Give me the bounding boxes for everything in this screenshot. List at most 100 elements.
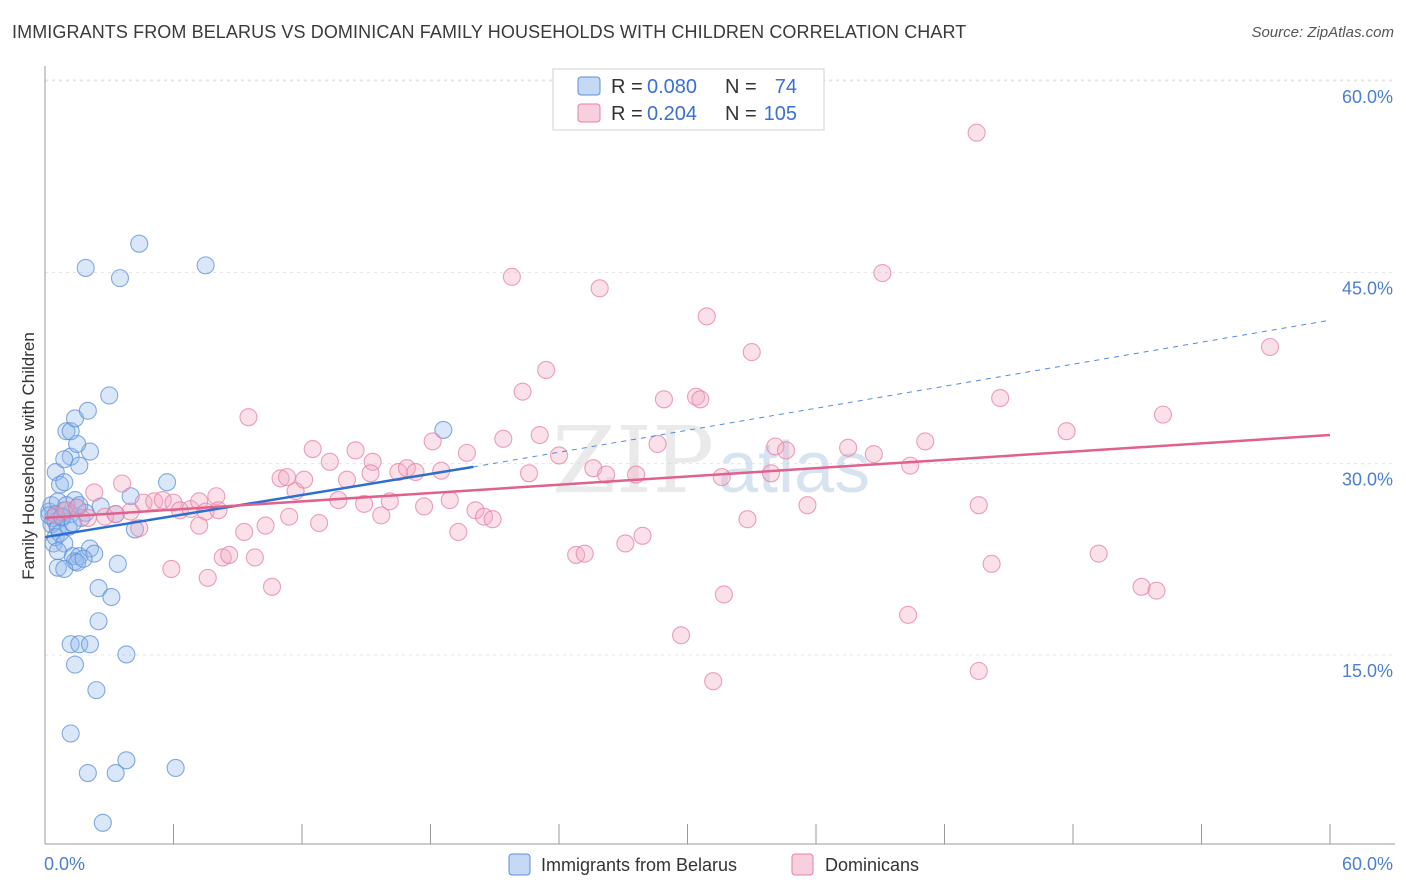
point-dominicans: [530, 425, 549, 445]
point-dominicans: [712, 468, 731, 487]
point-dominicans: [691, 390, 710, 409]
point-dominicans: [46, 506, 65, 525]
point-dominicans: [633, 526, 652, 545]
point-dominicans: [549, 446, 569, 465]
series-legend: Immigrants from Belarus Dominicans: [508, 853, 919, 876]
legend-swatch-dominicans: [577, 103, 601, 123]
x-tick-label-max: 60.0%: [1342, 854, 1393, 874]
point-belarus: [117, 751, 136, 770]
point-dominicans: [280, 507, 299, 526]
point-dominicans: [738, 510, 757, 529]
point-dominicans: [761, 464, 781, 483]
legend-n-label-2: N =: [725, 103, 757, 125]
point-dominicans: [672, 626, 691, 645]
axes: [44, 66, 1395, 845]
point-dominicans: [310, 513, 329, 533]
point-dominicans: [597, 465, 616, 484]
point-dominicans: [256, 516, 275, 535]
point-belarus: [55, 450, 74, 469]
point-dominicans: [320, 452, 339, 471]
point-dominicans: [95, 507, 115, 526]
point-dominicans: [1057, 422, 1076, 441]
x-tick-labels: 0.0% 60.0%: [44, 854, 1393, 874]
point-dominicans: [190, 516, 209, 535]
point-dominicans: [714, 585, 733, 604]
watermark-zip: ZIP: [552, 407, 714, 514]
data-points: [40, 123, 1280, 832]
legend-r-value-2: 0.204: [647, 103, 697, 125]
point-dominicans: [502, 267, 521, 286]
point-belarus: [106, 763, 125, 783]
y-axis-title: Family Households with Children: [19, 332, 38, 580]
point-dominicans: [873, 263, 892, 283]
point-dominicans: [590, 279, 609, 298]
legend-r-label-1: R =: [611, 76, 643, 98]
point-dominicans: [991, 388, 1010, 408]
point-belarus: [65, 655, 85, 674]
point-dominicans: [616, 534, 635, 553]
point-belarus: [61, 724, 80, 743]
point-belarus: [48, 542, 67, 561]
point-belarus: [158, 473, 177, 492]
point-dominicans: [239, 408, 258, 427]
gridlines: [45, 79, 1395, 656]
point-belarus: [40, 506, 59, 525]
point-belarus: [102, 587, 121, 607]
x-tick-label-min: 0.0%: [44, 854, 85, 874]
point-dominicans: [1132, 577, 1151, 596]
point-dominicans: [483, 510, 502, 529]
point-belarus: [108, 554, 127, 573]
point-dominicans: [916, 432, 935, 451]
point-belarus: [89, 579, 108, 598]
point-dominicans: [262, 577, 282, 596]
y-tick-labels: 15.0% 30.0% 45.0% 60.0%: [1342, 87, 1393, 681]
point-dominicans: [513, 382, 532, 401]
point-belarus: [434, 420, 453, 439]
point-dominicans: [575, 544, 594, 563]
point-dominicans: [766, 437, 785, 456]
point-dominicans: [245, 548, 264, 567]
point-dominicans: [969, 661, 988, 681]
point-belarus: [196, 256, 215, 275]
point-dominicans: [697, 307, 716, 326]
y-tick-label: 15.0%: [1342, 661, 1393, 681]
point-dominicans: [355, 494, 374, 513]
point-belarus: [85, 544, 104, 563]
point-dominicans: [899, 605, 918, 624]
point-dominicans: [85, 483, 104, 502]
point-dominicans: [1260, 337, 1280, 357]
point-belarus: [78, 401, 97, 420]
point-dominicans: [1153, 405, 1172, 424]
point-dominicans: [415, 497, 434, 516]
point-dominicans: [113, 474, 132, 493]
point-belarus: [80, 635, 100, 654]
point-dominicans: [372, 506, 391, 525]
point-dominicans: [162, 559, 181, 579]
point-dominicans: [423, 432, 442, 451]
point-belarus: [93, 813, 112, 832]
legend-n-value-2: 105: [764, 103, 797, 125]
point-belarus: [76, 258, 95, 277]
point-dominicans: [864, 445, 883, 464]
trend-belarus-extension: [473, 319, 1331, 468]
point-dominicans: [207, 487, 226, 506]
point-dominicans: [537, 360, 556, 380]
point-dominicans: [1089, 544, 1108, 563]
point-belarus: [78, 763, 97, 783]
point-dominicans: [295, 470, 314, 489]
point-dominicans: [363, 452, 382, 471]
trend-lines: [44, 319, 1331, 539]
point-dominicans: [967, 123, 986, 142]
point-dominicans: [457, 443, 476, 462]
point-belarus: [55, 559, 74, 579]
trend-belarus: [44, 465, 474, 539]
series-legend-label-belarus: Immigrants from Belarus: [541, 855, 737, 875]
point-dominicans: [198, 568, 217, 587]
point-dominicans: [130, 519, 149, 538]
point-dominicans: [361, 464, 380, 483]
point-dominicans: [742, 343, 761, 362]
legend-swatch-belarus: [577, 76, 601, 96]
point-belarus: [74, 549, 93, 568]
point-belarus: [110, 269, 130, 288]
